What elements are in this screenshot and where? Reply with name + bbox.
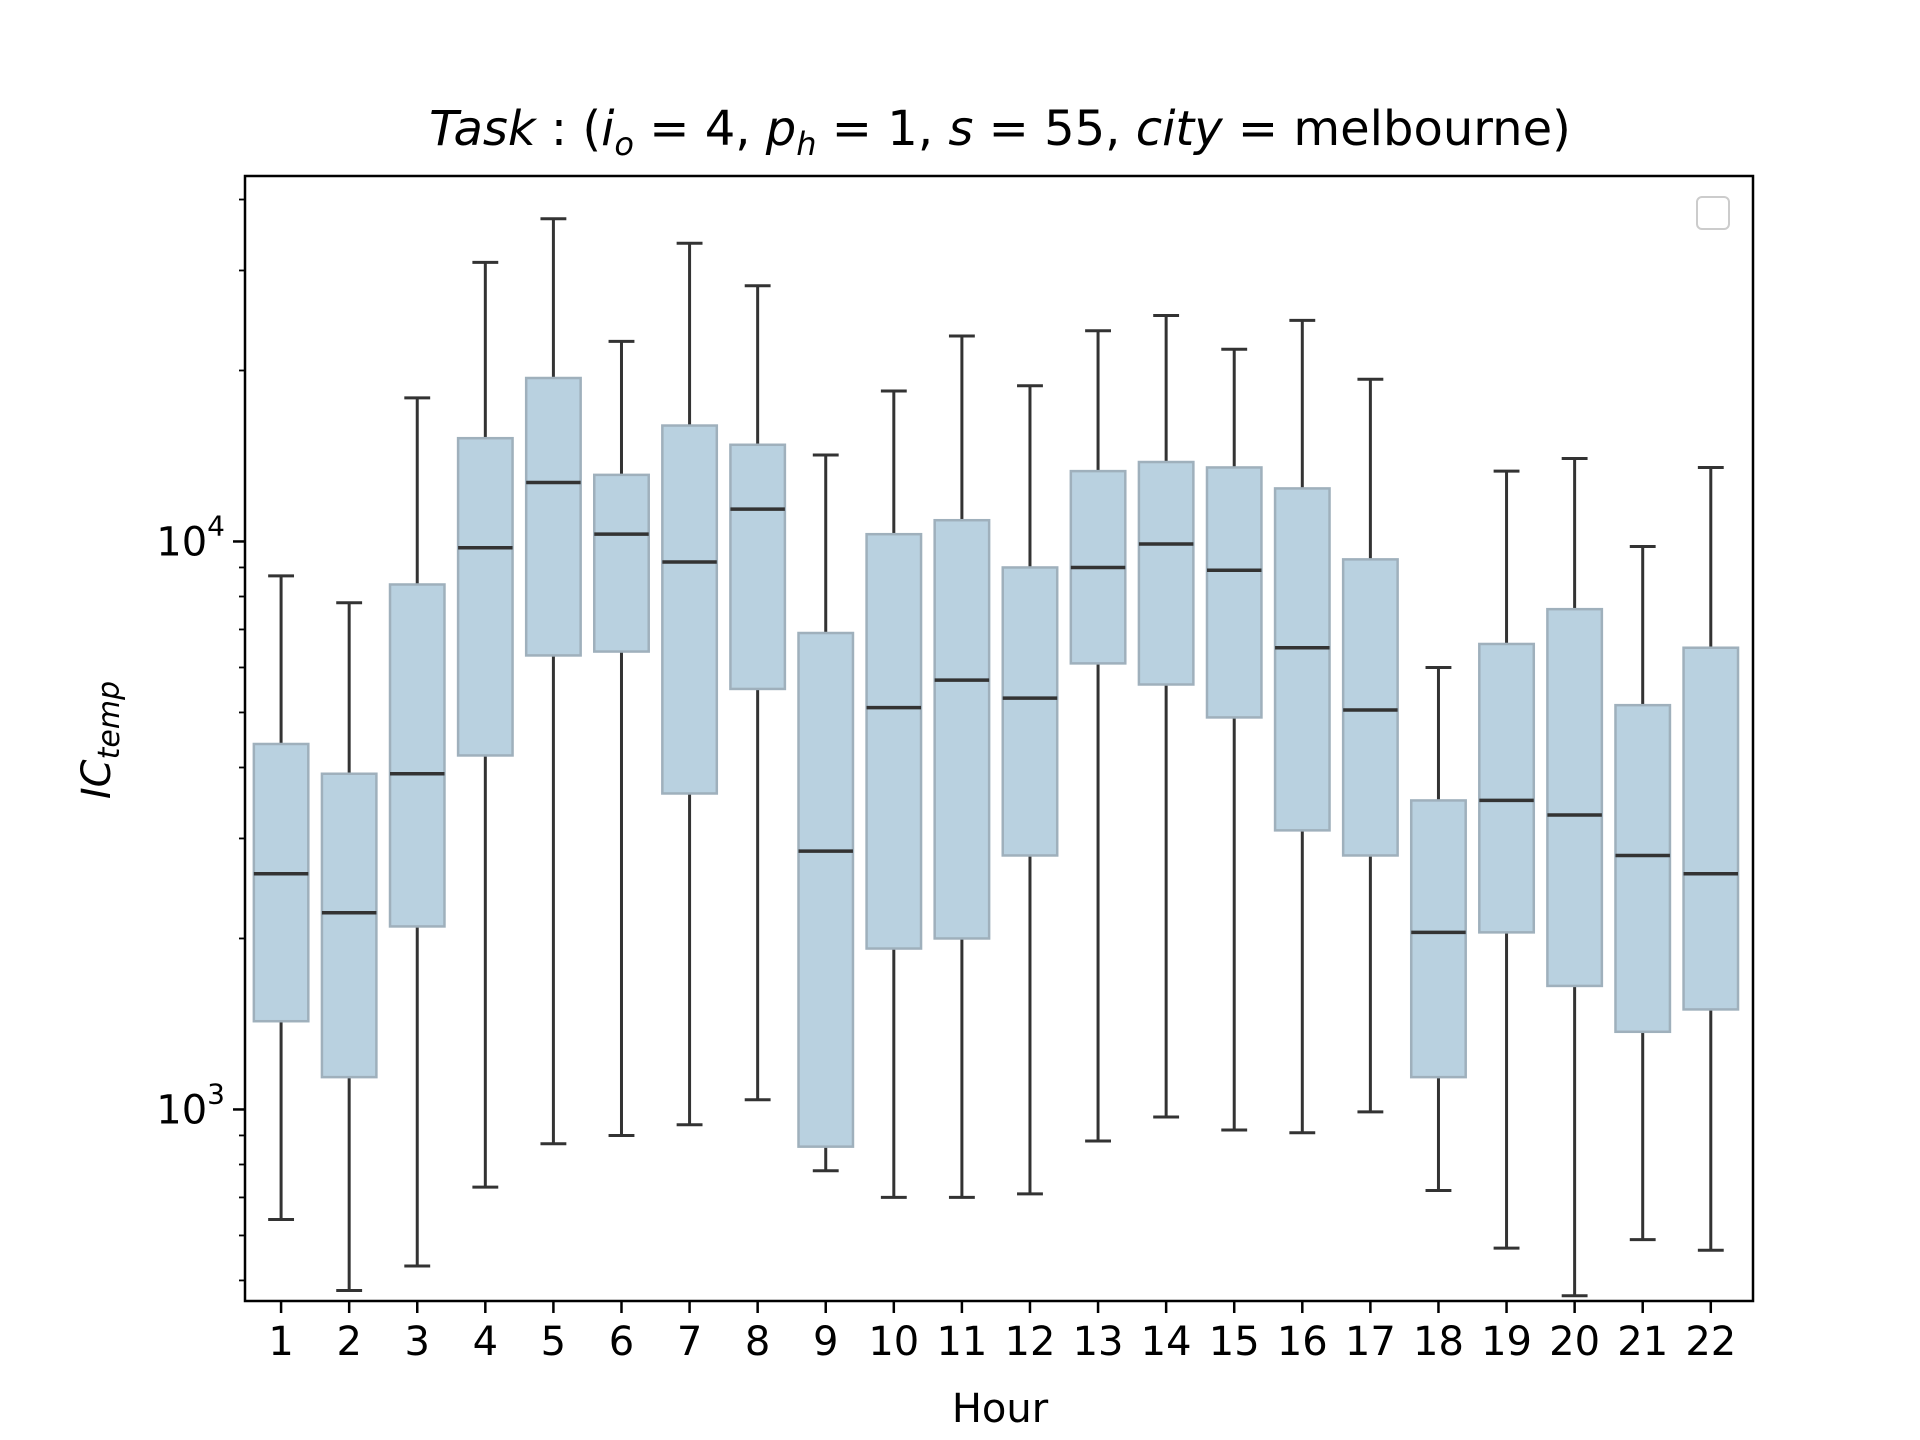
iqr-box xyxy=(1341,558,1399,857)
boxes-group xyxy=(252,217,1740,1298)
iqr-box xyxy=(1001,566,1059,857)
x-tick-label: 20 xyxy=(1549,1319,1600,1365)
iqr-box xyxy=(1205,466,1263,719)
iqr-box xyxy=(456,436,514,757)
box-hour-11 xyxy=(933,334,991,1199)
box-hour-17 xyxy=(1341,377,1399,1114)
x-tick-label: 14 xyxy=(1141,1319,1192,1365)
iqr-box xyxy=(1682,646,1740,1011)
iqr-box xyxy=(1546,607,1604,988)
iqr-box xyxy=(1478,642,1536,934)
x-tick-label: 17 xyxy=(1345,1319,1396,1365)
box-hour-4 xyxy=(456,260,514,1189)
iqr-box xyxy=(1137,460,1195,686)
x-tick-label: 21 xyxy=(1617,1319,1668,1365)
box-hour-7 xyxy=(661,241,719,1127)
x-tick-label: 4 xyxy=(473,1319,498,1365)
chart-title: Task : (io = 4, ph = 1, s = 55, city = m… xyxy=(429,101,1571,163)
box-hour-14 xyxy=(1137,313,1195,1119)
box-hour-18 xyxy=(1409,665,1467,1192)
iqr-box xyxy=(865,532,923,950)
y-axis-ticks: 103 104 xyxy=(156,198,245,1282)
x-tick-label: 6 xyxy=(609,1319,634,1365)
x-tick-label: 18 xyxy=(1413,1319,1464,1365)
box-hour-2 xyxy=(320,601,378,1293)
iqr-box xyxy=(320,772,378,1079)
x-tick-label: 9 xyxy=(813,1319,838,1365)
x-tick-label: 2 xyxy=(336,1319,361,1365)
iqr-box xyxy=(524,376,582,657)
legend-box xyxy=(1696,196,1730,230)
iqr-box xyxy=(1409,799,1467,1079)
box-hour-8 xyxy=(729,284,787,1102)
iqr-box xyxy=(1273,487,1331,832)
x-tick-label: 13 xyxy=(1073,1319,1124,1365)
x-tick-label: 1 xyxy=(268,1319,293,1365)
box-hour-12 xyxy=(1001,384,1059,1196)
iqr-box xyxy=(252,742,310,1023)
box-hour-19 xyxy=(1478,469,1536,1250)
plot-area-frame xyxy=(243,174,1755,1303)
x-tick-label: 12 xyxy=(1005,1319,1056,1365)
box-hour-21 xyxy=(1614,544,1672,1242)
x-tick-label: 10 xyxy=(868,1319,919,1365)
box-hour-1 xyxy=(252,574,310,1222)
box-hour-6 xyxy=(593,339,650,1137)
iqr-box xyxy=(1614,703,1672,1034)
x-tick-label: 19 xyxy=(1481,1319,1532,1365)
box-hour-3 xyxy=(388,396,446,1268)
iqr-box xyxy=(661,424,719,795)
iqr-box xyxy=(933,518,991,940)
x-tick-label: 16 xyxy=(1277,1319,1328,1365)
box-hour-10 xyxy=(865,389,923,1199)
x-tick-label: 7 xyxy=(677,1319,702,1365)
y-axis-label: ICtemp xyxy=(74,681,127,799)
y-tick-label: 103 xyxy=(156,1077,225,1133)
box-hour-9 xyxy=(797,453,855,1173)
box-hour-5 xyxy=(524,217,582,1146)
iqr-box xyxy=(729,443,787,691)
x-tick-label: 11 xyxy=(936,1319,987,1365)
x-axis-label: Hour xyxy=(952,1386,1049,1432)
box-hour-15 xyxy=(1205,347,1263,1132)
x-tick-label: 5 xyxy=(541,1319,566,1365)
x-tick-label: 22 xyxy=(1685,1319,1736,1365)
x-axis-ticks: 1 2 3 4 5 6 7 8 9 10 11 12 13 14 15 16 17 18 19 20 21 22 xyxy=(268,1301,1736,1365)
box-hour-13 xyxy=(1069,329,1127,1143)
x-tick-label: 3 xyxy=(405,1319,430,1365)
box-hour-22 xyxy=(1682,465,1740,1252)
iqr-box xyxy=(797,631,855,1148)
x-tick-label: 8 xyxy=(745,1319,770,1365)
iqr-box xyxy=(388,583,446,928)
iqr-box xyxy=(593,473,650,653)
y-tick-label: 104 xyxy=(156,509,225,565)
box-hour-20 xyxy=(1546,456,1604,1298)
x-tick-label: 15 xyxy=(1209,1319,1260,1365)
box-hour-16 xyxy=(1273,318,1331,1135)
